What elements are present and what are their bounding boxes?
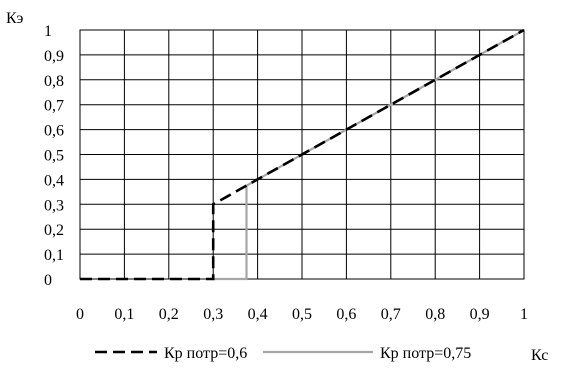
y-tick-label: 0,3 <box>44 197 64 214</box>
x-tick-label: 0,9 <box>470 306 490 323</box>
x-tick-label: 0,3 <box>203 306 223 323</box>
x-tick-label: 0,6 <box>336 306 356 323</box>
y-tick-label: 1 <box>44 23 52 40</box>
x-axis-label: Кс <box>531 347 548 364</box>
x-tick-label: 0,8 <box>425 306 445 323</box>
series-line-1 <box>80 28 525 281</box>
x-tick-label: 0 <box>76 306 84 323</box>
axes <box>79 29 525 280</box>
y-axis-label: Кэ <box>6 10 23 27</box>
legend-label-2: Кр потр=0,75 <box>380 345 471 362</box>
legend: Кр потр=0,6 Кр потр=0,75 <box>95 345 471 362</box>
x-tick-labels: 0 0,1 0,2 0,3 0,4 0,5 0,6 0,7 0,8 0,9 1 <box>76 306 528 323</box>
x-tick-label: 0,1 <box>114 306 134 323</box>
x-tick-label: 0,2 <box>159 306 179 323</box>
y-tick-label: 0,7 <box>44 98 64 115</box>
y-tick-label: 0 <box>44 272 52 289</box>
x-tick-label: 0,7 <box>381 306 401 323</box>
y-tick-label: 0,1 <box>44 247 64 264</box>
x-tick-label: 1 <box>520 306 528 323</box>
series-layer <box>80 28 525 281</box>
x-tick-label: 0,5 <box>292 306 312 323</box>
y-tick-label: 0,9 <box>44 48 64 65</box>
y-tick-label: 0,4 <box>44 172 64 189</box>
y-tick-labels: 0 0,1 0,2 0,3 0,4 0,5 0,6 0,7 0,8 0,9 1 <box>44 23 64 289</box>
y-tick-label: 0,2 <box>44 222 64 239</box>
legend-label-1: Кр потр=0,6 <box>164 345 247 362</box>
y-tick-label: 0,6 <box>44 123 64 140</box>
plot-frame <box>79 29 525 280</box>
y-tick-label: 0,5 <box>44 148 64 165</box>
y-tick-label: 0,8 <box>44 73 64 90</box>
x-tick-label: 0,4 <box>248 306 268 323</box>
